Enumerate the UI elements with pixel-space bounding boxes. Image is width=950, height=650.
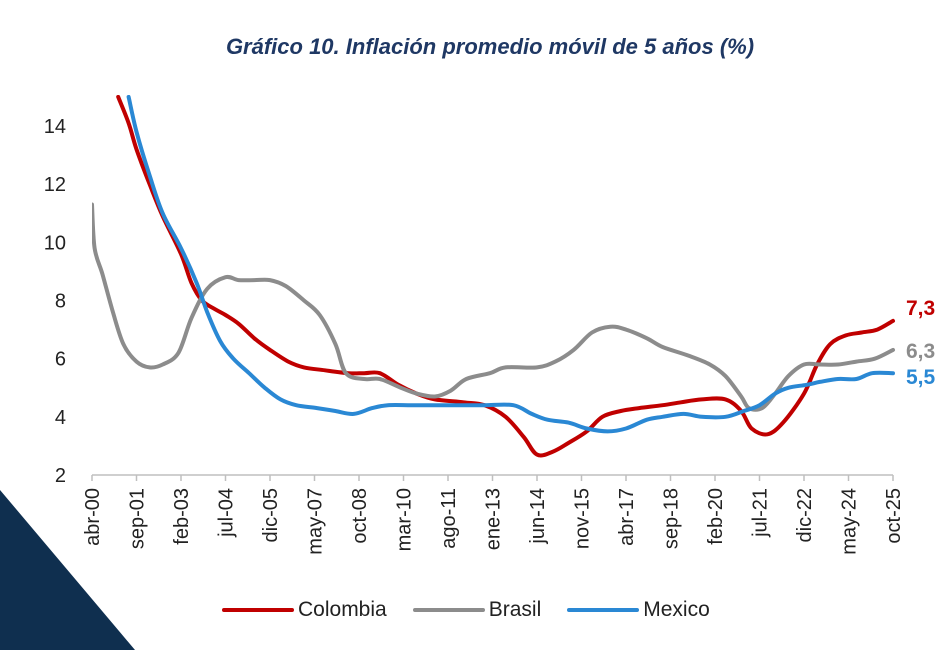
end-label-mexico: 5,5	[906, 366, 936, 389]
chart-legend: Colombia Brasil Mexico	[222, 598, 736, 622]
x-tick-label: sep-18	[661, 488, 683, 549]
legend-label-brasil: Brasil	[488, 598, 542, 621]
legend-swatch-colombia	[222, 608, 294, 612]
x-tick-label: ago-11	[438, 488, 460, 549]
x-tick-label: oct-25	[883, 488, 905, 544]
chart-series-lines	[92, 95, 895, 458]
x-tick-label: sep-01	[127, 488, 149, 549]
x-tick-label: dic-22	[794, 488, 816, 542]
chart-end-labels: 7,3 6,3 5,5	[906, 297, 936, 389]
x-tick-label: feb-20	[705, 488, 727, 545]
x-tick-label: abr-00	[82, 488, 104, 546]
x-tick-label: abr-17	[616, 488, 638, 546]
legend-item-mexico: Mexico	[567, 598, 710, 622]
chart-axes: 2 4 6 8 10 12 14 abr-00 sep-01 feb-03 jul-04 dic-05…	[44, 116, 905, 555]
legend-item-colombia: Colombia	[222, 598, 387, 622]
corner-triangle-shape	[0, 490, 135, 650]
end-label-colombia: 7,3	[906, 297, 935, 320]
y-tick-label: 4	[55, 407, 66, 429]
chart-title: Gráfico 10. Inflación promedio móvil de …	[225, 34, 755, 59]
y-tick-label: 12	[44, 174, 66, 196]
legend-label-mexico: Mexico	[643, 598, 710, 621]
y-tick-label: 2	[55, 465, 66, 487]
legend-swatch-brasil	[412, 608, 485, 612]
x-tick-label: oct-08	[349, 488, 371, 544]
y-tick-label: 8	[55, 291, 66, 313]
series-line-mexico	[126, 95, 895, 434]
x-tick-label: nov-15	[572, 488, 594, 549]
legend-swatch-mexico	[567, 608, 640, 612]
y-tick-label: 6	[55, 349, 66, 371]
series-line-colombia	[116, 95, 895, 458]
x-tick-label: jul-21	[750, 488, 772, 538]
x-tick-label: may-24	[839, 488, 861, 555]
x-tick-label: mar-10	[394, 488, 416, 551]
x-tick-label: feb-03	[171, 488, 193, 545]
y-tick-label: 10	[44, 232, 66, 254]
x-tick-label: jul-04	[216, 488, 238, 538]
y-tick-label: 14	[44, 116, 66, 138]
legend-item-brasil: Brasil	[412, 598, 542, 622]
x-tick-label: ene-13	[483, 488, 505, 550]
x-tick-label: may-07	[305, 488, 327, 555]
x-tick-label: jun-14	[527, 488, 549, 545]
x-tick-label: dic-05	[260, 488, 282, 542]
series-line-brasil	[92, 202, 895, 412]
end-label-brasil: 6,3	[906, 340, 935, 363]
legend-label-colombia: Colombia	[298, 598, 387, 621]
